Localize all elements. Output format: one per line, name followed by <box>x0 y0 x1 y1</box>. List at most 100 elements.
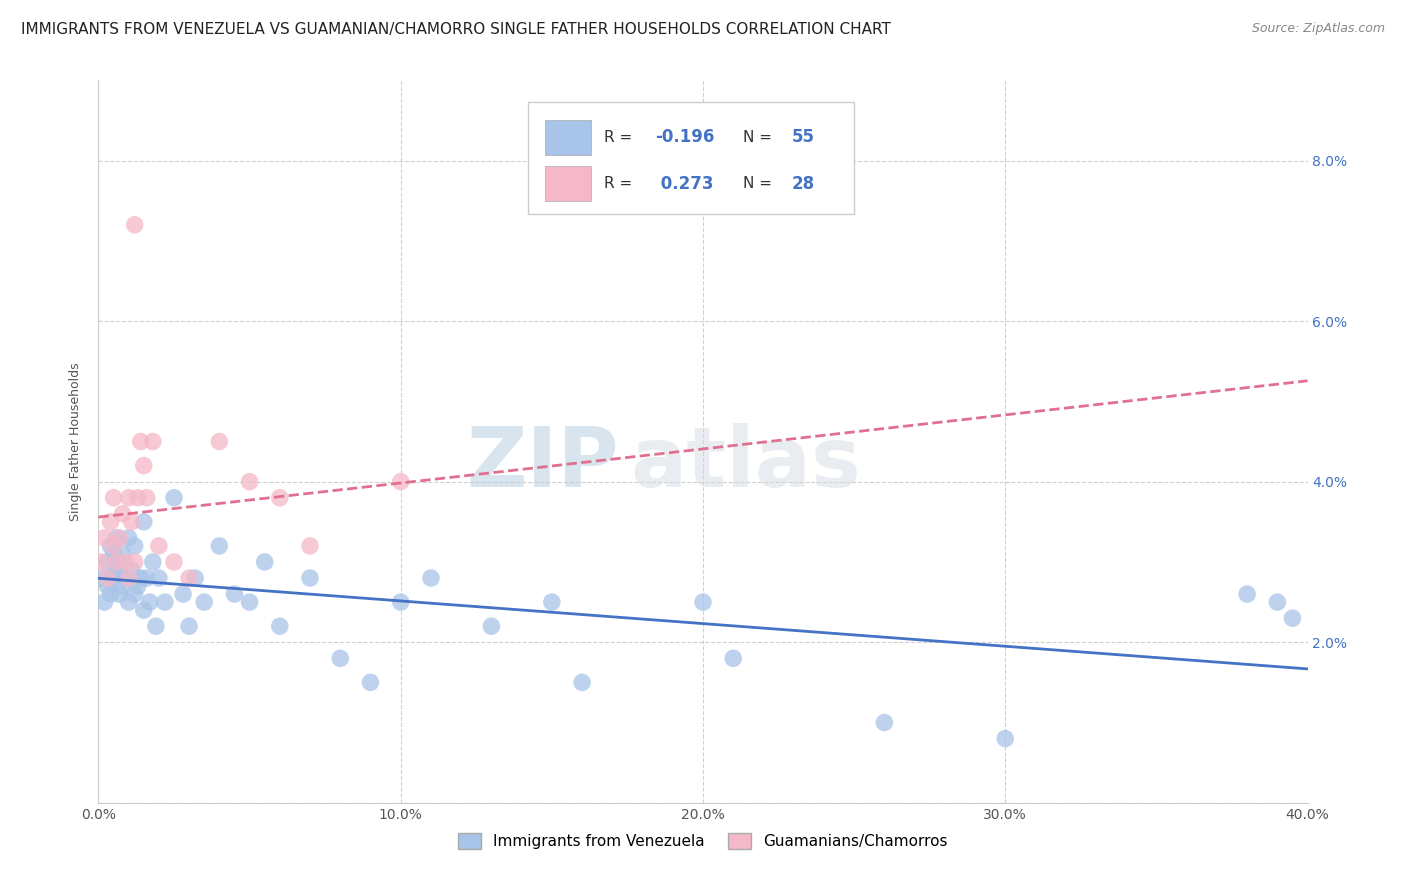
Point <box>142 555 165 569</box>
Point <box>100 515 122 529</box>
Point <box>1281 611 1303 625</box>
Text: -0.196: -0.196 <box>655 128 714 146</box>
Point <box>135 571 157 585</box>
Point <box>129 434 152 449</box>
Point <box>127 579 149 593</box>
Point <box>96 579 118 593</box>
Point <box>93 595 115 609</box>
Point <box>208 434 231 449</box>
Point <box>239 475 262 489</box>
Point <box>184 571 207 585</box>
Point <box>145 619 167 633</box>
Point <box>108 587 131 601</box>
Point <box>127 491 149 505</box>
Point <box>329 651 352 665</box>
Point <box>90 571 112 585</box>
Text: Source: ZipAtlas.com: Source: ZipAtlas.com <box>1251 22 1385 36</box>
Text: R =: R = <box>603 130 637 145</box>
Text: 55: 55 <box>792 128 814 146</box>
Point <box>124 587 146 601</box>
Point <box>172 587 194 601</box>
Point <box>132 603 155 617</box>
Point <box>163 555 186 569</box>
Text: ZIP: ZIP <box>465 423 619 504</box>
Point <box>481 619 503 633</box>
Legend: Immigrants from Venezuela, Guamanians/Chamorros: Immigrants from Venezuela, Guamanians/Ch… <box>451 825 955 856</box>
Point <box>239 595 262 609</box>
Text: N =: N = <box>742 176 776 191</box>
Point <box>118 531 141 545</box>
Point <box>571 675 593 690</box>
Text: N =: N = <box>742 130 776 145</box>
Point <box>100 587 122 601</box>
Point <box>121 515 143 529</box>
Point <box>118 595 141 609</box>
Point <box>103 547 125 561</box>
Point <box>132 515 155 529</box>
Point <box>93 531 115 545</box>
Point <box>299 539 322 553</box>
Point <box>420 571 443 585</box>
Point <box>163 491 186 505</box>
Point <box>90 555 112 569</box>
Point <box>121 563 143 577</box>
Point <box>148 571 170 585</box>
Point <box>132 458 155 473</box>
Point <box>540 595 562 609</box>
Text: atlas: atlas <box>630 423 862 504</box>
Point <box>100 539 122 553</box>
Point <box>994 731 1017 746</box>
Text: IMMIGRANTS FROM VENEZUELA VS GUAMANIAN/CHAMORRO SINGLE FATHER HOUSEHOLDS CORRELA: IMMIGRANTS FROM VENEZUELA VS GUAMANIAN/C… <box>21 22 891 37</box>
Point <box>389 475 412 489</box>
Point <box>111 547 134 561</box>
Point <box>111 579 134 593</box>
Point <box>135 491 157 505</box>
Point <box>142 434 165 449</box>
Point <box>139 595 162 609</box>
Point <box>224 587 246 601</box>
Point <box>124 218 146 232</box>
Point <box>179 619 201 633</box>
Y-axis label: Single Father Households: Single Father Households <box>69 362 83 521</box>
Text: R =: R = <box>603 176 637 191</box>
Point <box>103 491 125 505</box>
Point <box>114 571 136 585</box>
Point <box>253 555 276 569</box>
Point <box>118 571 141 585</box>
Point <box>105 555 128 569</box>
Point <box>114 555 136 569</box>
Point <box>108 531 131 545</box>
FancyBboxPatch shape <box>527 102 855 214</box>
Point <box>692 595 714 609</box>
Point <box>108 555 131 569</box>
Point <box>179 571 201 585</box>
FancyBboxPatch shape <box>544 166 591 201</box>
Point <box>103 539 125 553</box>
Point <box>96 555 118 569</box>
Point <box>118 491 141 505</box>
Point <box>148 539 170 553</box>
Point <box>193 595 215 609</box>
Point <box>105 563 128 577</box>
Point <box>124 539 146 553</box>
Point <box>129 571 152 585</box>
Point <box>208 539 231 553</box>
Point <box>360 675 382 690</box>
Point <box>269 619 291 633</box>
Point <box>873 715 896 730</box>
Text: 0.273: 0.273 <box>655 175 713 193</box>
Point <box>723 651 745 665</box>
Text: 28: 28 <box>792 175 814 193</box>
Point <box>269 491 291 505</box>
Point <box>299 571 322 585</box>
Point <box>1267 595 1289 609</box>
Point <box>96 571 118 585</box>
FancyBboxPatch shape <box>544 120 591 154</box>
Point <box>124 555 146 569</box>
Point <box>103 571 125 585</box>
Point <box>105 531 128 545</box>
Point <box>111 507 134 521</box>
Point <box>389 595 412 609</box>
Point <box>1236 587 1258 601</box>
Point <box>153 595 176 609</box>
